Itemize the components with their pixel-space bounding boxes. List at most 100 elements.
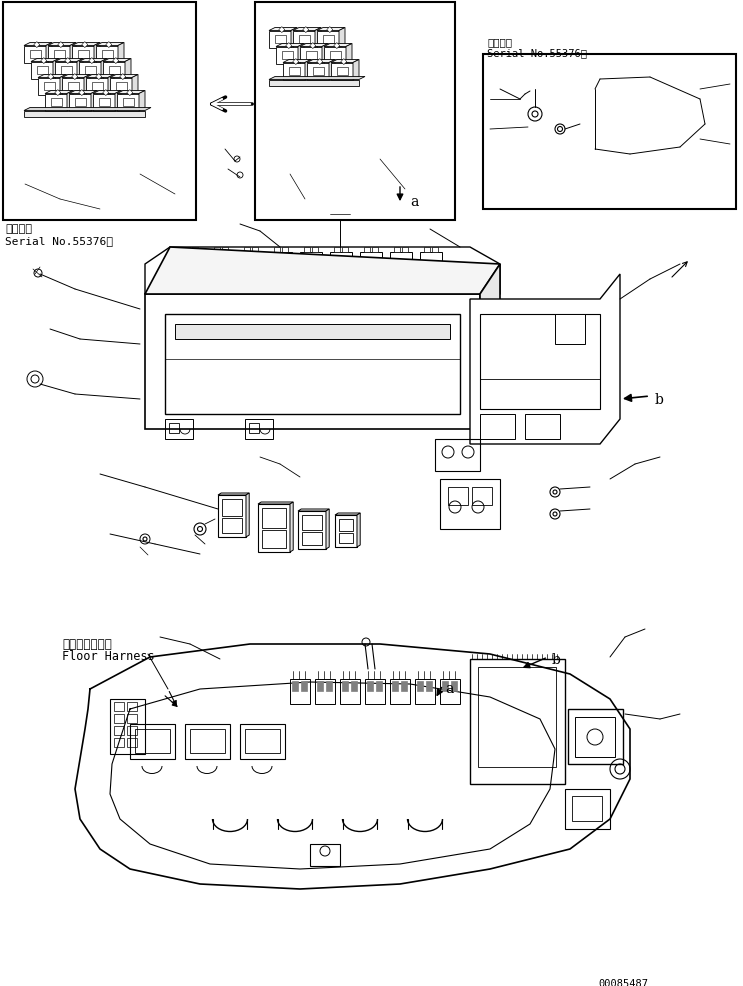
Polygon shape	[324, 47, 346, 64]
Polygon shape	[96, 75, 102, 81]
Polygon shape	[120, 75, 126, 81]
Polygon shape	[53, 59, 59, 80]
Bar	[565, 789, 610, 829]
Bar	[60, 67, 71, 75]
Text: 00085487: 00085487	[598, 978, 648, 986]
Polygon shape	[45, 92, 73, 95]
Bar	[575, 717, 615, 757]
Polygon shape	[58, 42, 64, 48]
Bar	[222, 519, 242, 533]
Polygon shape	[69, 95, 91, 111]
Bar	[222, 500, 242, 517]
Text: a: a	[410, 195, 418, 209]
Polygon shape	[93, 92, 121, 95]
Polygon shape	[300, 47, 322, 64]
Bar	[245, 420, 273, 440]
Polygon shape	[300, 44, 328, 47]
Polygon shape	[72, 46, 94, 63]
Bar	[435, 440, 480, 471]
Polygon shape	[357, 514, 360, 547]
Polygon shape	[70, 43, 76, 63]
Polygon shape	[115, 92, 121, 111]
Bar	[326, 681, 332, 691]
Bar	[432, 247, 438, 252]
Polygon shape	[145, 295, 480, 430]
Bar	[415, 679, 435, 704]
Bar	[317, 681, 323, 691]
Polygon shape	[283, 60, 311, 63]
Bar	[337, 68, 348, 76]
Bar	[165, 420, 193, 440]
Bar	[270, 252, 292, 281]
Text: フロアハーネス: フロアハーネス	[62, 637, 112, 651]
Polygon shape	[276, 44, 304, 47]
Polygon shape	[317, 29, 345, 32]
Polygon shape	[79, 91, 85, 97]
Polygon shape	[55, 59, 83, 62]
Bar	[77, 50, 88, 59]
Bar	[470, 660, 565, 784]
Polygon shape	[113, 58, 119, 64]
Polygon shape	[103, 59, 131, 62]
Text: 適用号機: 適用号機	[5, 224, 32, 234]
Polygon shape	[269, 78, 365, 81]
Polygon shape	[79, 59, 107, 62]
Polygon shape	[60, 75, 66, 96]
Bar	[169, 424, 179, 434]
Bar	[130, 725, 175, 759]
Polygon shape	[117, 92, 145, 95]
Polygon shape	[291, 29, 297, 48]
Polygon shape	[89, 58, 95, 64]
Polygon shape	[305, 60, 311, 81]
Bar	[185, 725, 230, 759]
Polygon shape	[82, 42, 88, 48]
Bar	[102, 50, 112, 59]
Bar	[360, 252, 382, 281]
Bar	[340, 679, 360, 704]
Polygon shape	[118, 43, 124, 63]
Bar	[440, 479, 500, 529]
Bar	[180, 252, 202, 281]
Bar	[282, 247, 288, 252]
Bar	[478, 668, 556, 767]
Polygon shape	[103, 62, 125, 80]
Polygon shape	[307, 60, 335, 63]
Polygon shape	[55, 91, 61, 97]
Bar	[262, 530, 286, 548]
Bar	[376, 681, 382, 691]
Polygon shape	[353, 60, 359, 81]
Bar	[110, 699, 145, 754]
Bar	[165, 315, 460, 414]
Bar	[335, 516, 357, 547]
Bar	[442, 681, 448, 691]
Polygon shape	[317, 59, 322, 65]
Bar	[401, 681, 407, 691]
Bar	[68, 83, 79, 91]
Bar	[367, 681, 373, 691]
Bar	[114, 727, 124, 736]
Polygon shape	[31, 62, 53, 80]
Polygon shape	[315, 29, 321, 48]
Polygon shape	[72, 75, 78, 81]
Polygon shape	[293, 29, 321, 32]
Bar	[123, 99, 134, 107]
Bar	[292, 681, 298, 691]
Polygon shape	[293, 32, 315, 48]
Polygon shape	[322, 44, 328, 64]
Polygon shape	[48, 43, 76, 46]
Polygon shape	[329, 60, 335, 81]
Bar	[364, 247, 370, 252]
Polygon shape	[67, 92, 73, 111]
Bar	[392, 681, 398, 691]
Polygon shape	[331, 60, 359, 63]
Bar	[315, 679, 335, 704]
Bar	[258, 505, 290, 552]
Text: b: b	[655, 392, 664, 406]
Polygon shape	[38, 79, 60, 96]
Polygon shape	[307, 63, 329, 81]
Polygon shape	[139, 92, 145, 111]
Bar	[240, 252, 262, 281]
Bar	[390, 252, 412, 281]
Polygon shape	[117, 95, 139, 111]
Polygon shape	[38, 75, 66, 79]
